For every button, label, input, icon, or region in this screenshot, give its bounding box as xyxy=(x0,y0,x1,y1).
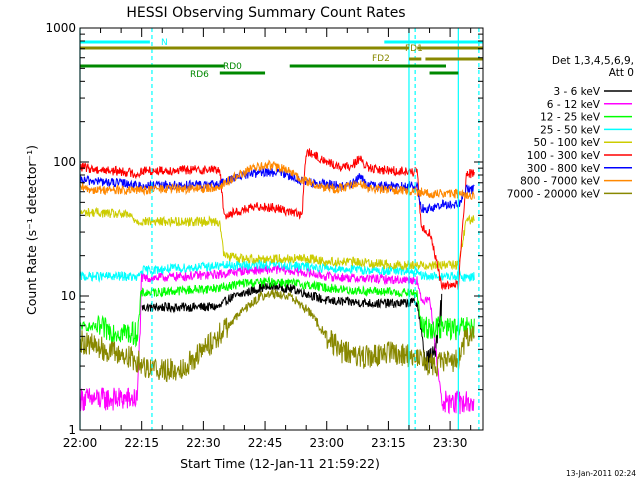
flag-label: RD0 xyxy=(223,62,242,72)
x-tick-label: 22:15 xyxy=(124,436,159,450)
axes-layer: 1 10 100 1000 22:00 22:15 22:30 22:45 23:00 23:15… xyxy=(45,21,483,450)
series-line xyxy=(141,281,443,371)
flag-label: FD2 xyxy=(372,54,390,64)
legend-label: 12 - 25 keV xyxy=(540,112,601,124)
y-tick-label: 1 xyxy=(68,423,76,437)
flag-fd1: FD1 xyxy=(80,44,483,54)
legend-item: 12 - 25 keV xyxy=(540,112,632,124)
legend-item: 6 - 12 keV xyxy=(547,99,632,111)
y-tick-label: 100 xyxy=(53,155,76,169)
series-line xyxy=(79,159,475,200)
legend-label: 3 - 6 keV xyxy=(553,86,600,98)
flag-rd0: RD0 xyxy=(80,62,446,72)
legend-item: 25 - 50 keV xyxy=(540,124,632,136)
legend-header: Att 0 xyxy=(609,67,634,79)
x-axis-label: Start Time (12-Jan-11 21:59:22) xyxy=(180,456,380,471)
flag-label: RD6 xyxy=(190,70,209,80)
x-tick-label: 23:15 xyxy=(371,436,406,450)
x-tick-label: 22:45 xyxy=(248,436,283,450)
x-tick-label: 22:00 xyxy=(63,436,98,450)
legend-item: 300 - 800 keV xyxy=(527,163,632,175)
flag-fd2: FD2 xyxy=(372,54,483,64)
legend-label: 7000 - 20000 keV xyxy=(507,188,601,200)
y-axis-label: Count Rate (s⁻¹ detector⁻¹) xyxy=(24,145,39,315)
legend-item: 7000 - 20000 keV xyxy=(507,188,632,200)
footer-date: 13-Jan-2011 02:24 xyxy=(566,469,636,478)
legend-item: 50 - 100 keV xyxy=(533,137,632,149)
legend-label: 50 - 100 keV xyxy=(533,137,600,149)
legend-label: 6 - 12 keV xyxy=(547,99,601,111)
flag-rd6: RD6 xyxy=(190,70,459,80)
series-3-6-kev xyxy=(141,281,443,371)
legend-header: Det 1,3,4,5,6,9, xyxy=(552,55,634,67)
y-tick-label: 10 xyxy=(61,289,76,303)
x-tick-label: 22:30 xyxy=(186,436,221,450)
plot-frame xyxy=(79,27,484,431)
legend-item: 3 - 6 keV xyxy=(553,86,632,98)
flag-n: N xyxy=(80,38,483,48)
flag-label: N xyxy=(161,38,168,48)
chart-title: HESSI Observing Summary Count Rates xyxy=(126,5,405,21)
legend-label: 800 - 7000 keV xyxy=(520,176,601,188)
x-tick-label: 23:30 xyxy=(433,436,468,450)
legend-label: 100 - 300 keV xyxy=(527,150,601,162)
legend-item: 100 - 300 keV xyxy=(527,150,632,162)
series-800-7000-kev xyxy=(79,159,475,200)
legend-label: 25 - 50 keV xyxy=(540,124,601,136)
flag-label: FD1 xyxy=(405,44,423,54)
x-tick-label: 23:00 xyxy=(309,436,344,450)
legend-label: 300 - 800 keV xyxy=(527,163,601,175)
y-tick-label: 1000 xyxy=(45,21,76,35)
flag-bars-layer: N FD1 FD2 RD0 RD6 xyxy=(80,38,483,80)
legend-item: 800 - 7000 keV xyxy=(520,176,632,188)
